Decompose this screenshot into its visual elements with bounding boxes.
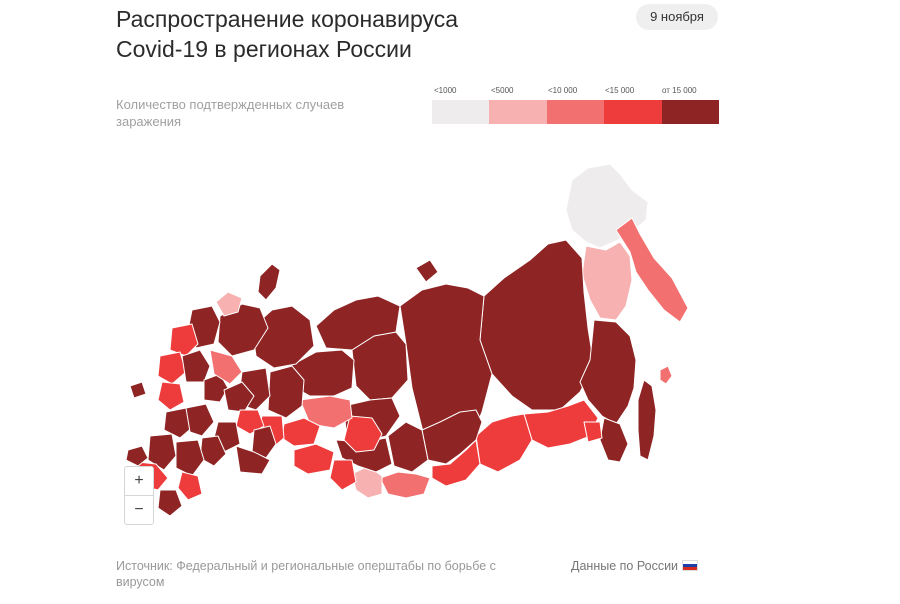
legend-labels: <1000 <5000 <10 000 <15 000 от 15 000 — [432, 86, 719, 100]
region-yakutia[interactable] — [479, 239, 595, 411]
region-tyva[interactable] — [379, 471, 431, 499]
russia-flag-icon — [682, 560, 699, 571]
region-rostov[interactable] — [147, 433, 177, 471]
region-bashkortostan[interactable] — [251, 425, 277, 459]
region-kursk[interactable] — [163, 407, 195, 439]
region-crimea[interactable] — [125, 445, 149, 467]
region-jewish[interactable] — [583, 421, 603, 443]
legend-label-4: <15 000 — [605, 86, 635, 95]
legend-description: Количество подтвержденных случаев зараже… — [116, 97, 345, 129]
region-zabaykalsky[interactable] — [475, 413, 533, 473]
region-yamal[interactable] — [315, 295, 401, 351]
region-astrakhan[interactable] — [177, 471, 203, 501]
legend-color-bar — [432, 100, 720, 124]
region-arkhangelsk[interactable] — [217, 303, 269, 357]
region-omsk[interactable] — [343, 415, 383, 453]
legend-label-1: <1000 — [434, 86, 457, 95]
legend-label-2: <5000 — [491, 86, 514, 95]
legend-swatch-3 — [546, 100, 605, 124]
zoom-out-button[interactable]: − — [124, 495, 154, 525]
legend-label-5: от 15 000 — [662, 86, 697, 95]
region-primorye[interactable] — [599, 417, 629, 463]
region-sverdlovsk[interactable] — [267, 365, 305, 419]
russia-regions-map[interactable] — [120, 160, 700, 520]
legend-swatch-1 — [432, 100, 490, 124]
region-dagestan[interactable] — [157, 489, 183, 517]
title-line-2: Covid-19 в регионах России — [116, 36, 412, 62]
region-kamchatka[interactable] — [615, 217, 689, 323]
title-line-1: Распространение коронавируса — [116, 6, 459, 32]
region-orenburg[interactable] — [235, 445, 271, 475]
region-leningrad[interactable] — [169, 323, 199, 357]
region-novaya-zemlya[interactable] — [257, 263, 281, 301]
zoom-in-button[interactable]: + — [124, 466, 154, 496]
region-kemerovo[interactable] — [387, 421, 429, 473]
region-murmansk[interactable] — [215, 291, 243, 317]
source-note: Источник: Федеральный и региональные опе… — [116, 559, 496, 589]
region-khabarovsk[interactable] — [579, 319, 637, 425]
region-irkutsk[interactable] — [421, 409, 483, 465]
region-pskov[interactable] — [157, 351, 187, 385]
chart-title: Распространение коронавируса Covid-19 в … — [116, 4, 636, 64]
region-komi[interactable] — [251, 305, 315, 369]
region-sakhalin[interactable] — [637, 379, 657, 461]
russia-data-link[interactable]: Данные по России — [571, 558, 699, 574]
legend-swatch-2 — [489, 100, 547, 124]
region-tver[interactable] — [181, 349, 211, 383]
russia-data-label: Данные по России — [571, 559, 679, 573]
region-magadan[interactable] — [581, 241, 633, 321]
region-nizhny[interactable] — [223, 381, 255, 413]
region-voronezh[interactable] — [185, 403, 215, 437]
region-volgograd[interactable] — [175, 439, 205, 477]
region-kaliningrad[interactable] — [129, 381, 147, 399]
date-badge[interactable]: 9 ноября — [636, 4, 718, 30]
region-taymyr-islands[interactable] — [415, 259, 439, 283]
legend-label-3: <10 000 — [548, 86, 578, 95]
region-kuril-islands[interactable] — [659, 365, 673, 385]
region-buryatia[interactable] — [431, 439, 481, 487]
legend-swatch-5 — [661, 100, 720, 124]
legend-swatch-4 — [604, 100, 662, 124]
region-novosibirsk-south[interactable] — [293, 443, 335, 475]
region-altai-south[interactable] — [329, 459, 357, 491]
legend: <1000 <5000 <10 000 <15 000 от 15 000 — [432, 86, 720, 124]
region-vologda[interactable] — [209, 349, 243, 385]
region-smolensk[interactable] — [157, 381, 185, 411]
